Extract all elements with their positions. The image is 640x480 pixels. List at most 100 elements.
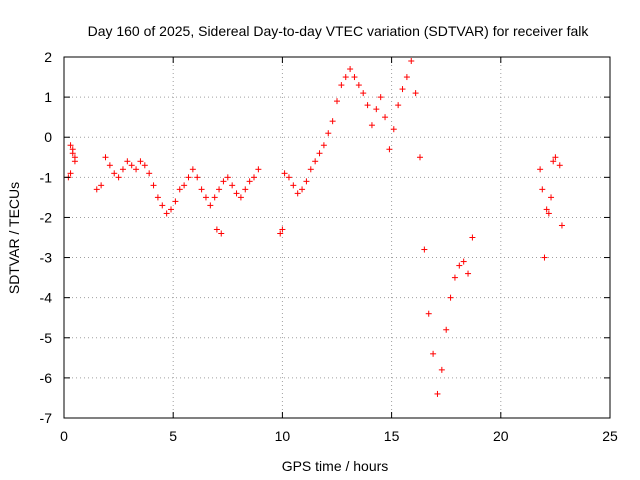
x-axis-ticks: 0 5 10 15 20 25 [60,57,618,444]
data-point [351,74,358,81]
data-point [176,186,183,193]
data-point [364,102,371,109]
data-point [150,182,157,189]
data-point [229,182,236,189]
data-point [307,166,314,173]
data-point [552,154,559,161]
data-point [181,182,188,189]
data-point [342,74,349,81]
y-tick-label: -5 [40,330,53,346]
data-point [202,194,209,201]
data-point [137,158,144,165]
data-point [399,86,406,93]
y-tick-label: -3 [40,250,53,266]
data-point [443,326,450,333]
data-point [438,366,445,373]
grid-lines [64,57,610,418]
data-point [386,146,393,153]
data-point [189,166,196,173]
data-point [390,126,397,133]
data-point [211,194,218,201]
data-point [242,186,249,193]
data-point [146,170,153,177]
data-point [67,170,74,177]
y-tick-label: -1 [40,169,53,185]
y-tick-label: 1 [44,89,52,105]
data-point [71,154,78,161]
y-tick-label: -6 [40,370,53,386]
x-tick-label: 5 [169,428,177,444]
data-point [279,226,286,233]
data-point [172,198,179,205]
data-point [119,166,126,173]
data-point [460,258,467,265]
y-tick-label: 0 [44,129,52,145]
plot-frame [63,56,611,419]
data-point [550,158,557,165]
data-point [338,82,345,89]
data-point [93,186,100,193]
x-tick-label: 20 [493,428,509,444]
data-point [377,94,384,101]
data-point [124,158,131,165]
data-point [360,90,367,97]
data-point [163,210,170,217]
data-point [285,174,292,181]
data-point [154,194,161,201]
data-point [325,130,332,137]
data-point [69,146,76,153]
data-point [281,170,288,177]
data-point [194,174,201,181]
data-point [237,194,244,201]
y-axis-ticks: 2 1 0 -1 -2 -3 -4 -5 -6 -7 [40,49,610,426]
data-point [312,158,319,165]
x-tick-label: 25 [602,428,618,444]
data-point [543,206,550,213]
data-point [320,142,327,149]
data-point [421,246,428,253]
data-point [558,222,565,229]
data-point [456,262,463,269]
x-tick-label: 10 [275,428,291,444]
data-point [115,174,122,181]
data-point [416,154,423,161]
data-point [224,174,231,181]
data-point [537,166,544,173]
data-point [382,114,389,121]
data-points [65,58,565,397]
data-point [111,170,118,177]
data-point [408,58,415,65]
y-axis-label: SDTVAR / TECUs [6,182,22,294]
data-point [425,310,432,317]
data-point [316,150,323,157]
data-point [251,174,258,181]
y-tick-label: 2 [44,49,52,65]
data-point [373,106,380,113]
y-tick-label: -2 [40,209,53,225]
data-point [303,178,310,185]
data-point [412,90,419,97]
data-point [447,294,454,301]
data-point [334,98,340,105]
y-tick-label: -4 [40,290,53,306]
data-point [434,390,441,397]
data-point [216,186,223,193]
data-point [545,210,552,217]
data-point [347,66,354,73]
data-point [430,350,437,357]
data-point [67,142,74,149]
data-point [128,162,135,169]
data-point [207,202,214,209]
data-point [141,162,148,169]
data-point [233,190,240,197]
data-point [198,186,205,193]
data-point [368,122,375,129]
data-point [355,82,362,89]
data-point [168,206,175,213]
data-point [106,162,113,169]
y-tick-label: -7 [40,410,53,426]
data-point [539,186,546,193]
data-point [159,202,166,209]
chart-title: Day 160 of 2025, Sidereal Day-to-day VTE… [88,23,590,39]
